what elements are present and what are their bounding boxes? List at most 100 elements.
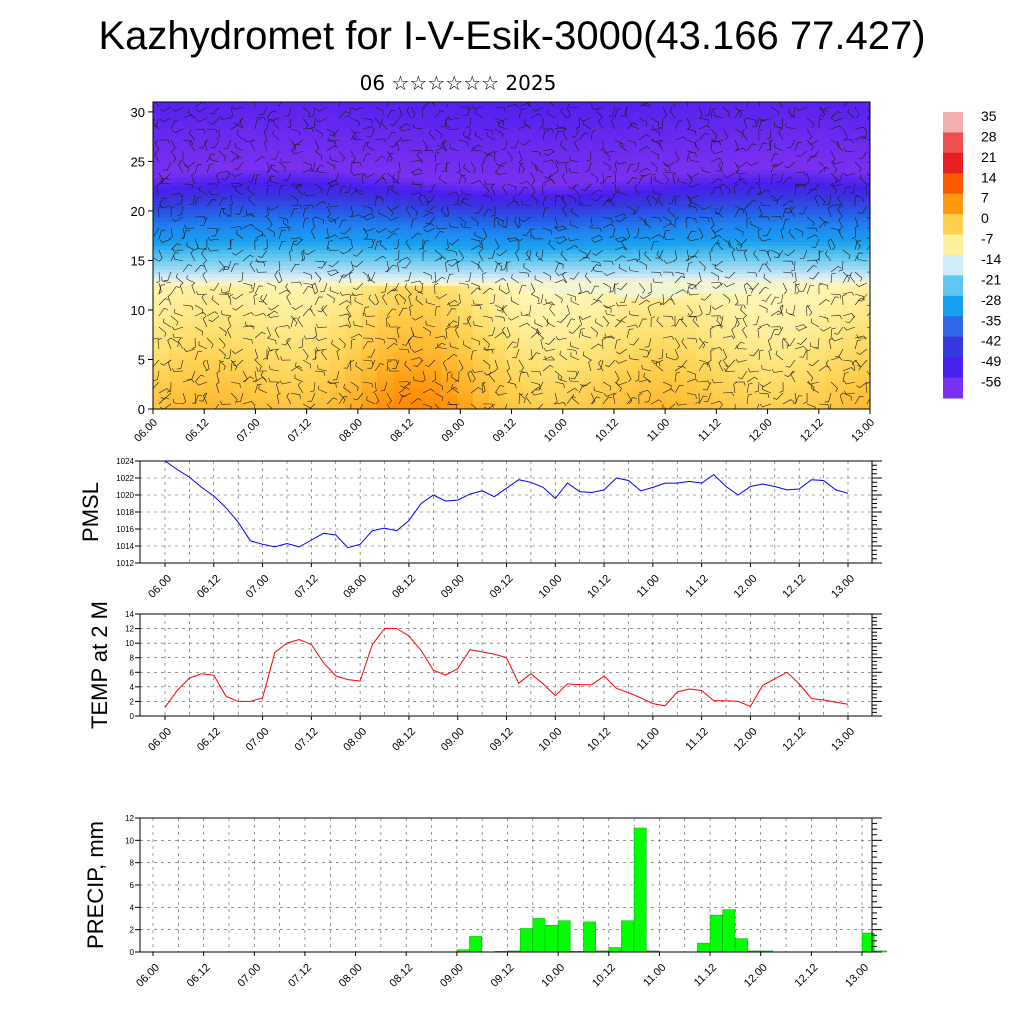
grid-lines (140, 817, 872, 953)
x-tick-label: 09.12 (491, 417, 519, 445)
x-tick-label: 06.12 (195, 573, 223, 601)
precip-bar (583, 921, 596, 953)
x-tick-label: 08.12 (388, 417, 416, 445)
x-tick-label: 06.00 (134, 962, 162, 990)
y-tick-label: 30 (131, 105, 145, 120)
x-tick-label: 13.00 (849, 417, 877, 445)
y-tick-label: 1022 (116, 474, 134, 483)
colorbar-label: 0 (981, 210, 989, 226)
precip-bar (722, 909, 736, 953)
colorbar-label: -28 (981, 292, 1001, 308)
x-tick-label: 08.00 (341, 726, 369, 754)
temp-2m-panel: 0 2 4 6 8 10 12 14 06.00 06.12 07.00 07.12 08.00 08.1… (87, 601, 882, 754)
x-tick-label: 09.00 (439, 417, 467, 445)
colorbar-label: -7 (981, 231, 994, 247)
x-tick-label: 07.00 (235, 962, 263, 990)
x-tick-label: 10.00 (536, 726, 564, 754)
colorbar-label: -21 (981, 271, 1001, 287)
x-tick-label: 11.00 (641, 962, 668, 989)
x-tick-label: 12.12 (780, 573, 808, 601)
precip-panel: 0 2 4 6 8 10 12 06.00 06.12 07.00 07.12 08.00 08.12 0… (83, 814, 888, 990)
x-tick-label: 06.12 (185, 962, 213, 990)
y-tick-label: 10 (125, 639, 134, 648)
colorbar-swatch (943, 132, 963, 154)
x-tick-label: 10.12 (585, 726, 613, 754)
colorbar-label: -49 (981, 353, 1001, 369)
colorbar-swatch (943, 336, 963, 358)
precip-bar (697, 942, 710, 953)
x-tick-label: 07.12 (293, 726, 321, 754)
colorbar-swatch (943, 357, 963, 379)
x-tick-label: 12.00 (732, 573, 760, 601)
colorbar-label: 28 (981, 128, 997, 144)
y-tick-label: 0 (138, 402, 145, 417)
x-tick-label: 10.12 (585, 573, 613, 601)
x-tick-label: 09.00 (439, 573, 467, 601)
y-tick-label: 0 (130, 948, 135, 957)
y-tick-label: 8 (130, 654, 135, 663)
x-tick-label: 10.12 (593, 417, 621, 445)
y-axis-label: PMSL (78, 482, 103, 542)
colorbar-swatch (943, 275, 963, 297)
series-line (164, 628, 849, 708)
colorbar-swatch (943, 377, 963, 399)
y-tick-label: 1014 (116, 542, 134, 551)
x-tick-label: 06.00 (146, 726, 174, 754)
x-tick-label: 07.00 (235, 417, 263, 445)
precip-bar (608, 947, 622, 953)
colorbar-label: -35 (981, 312, 1001, 328)
precip-bar (709, 914, 723, 953)
x-tick-label: 09.00 (439, 726, 467, 754)
colorbar-swatch (943, 234, 963, 256)
y-tick-label: 10 (131, 303, 145, 318)
precip-bar (633, 827, 647, 953)
x-tick-label: 11.12 (683, 726, 710, 753)
x-tick-label: 12.12 (780, 726, 808, 754)
x-tick-label: 13.00 (843, 962, 871, 990)
chart-subtitle: 06 ☆☆☆☆☆☆ 2025 (359, 71, 557, 95)
panel-frame (139, 613, 873, 717)
x-tick-label: 06.00 (132, 417, 160, 445)
y-tick-label: 1024 (116, 457, 134, 466)
pmsl-panel: 1012 1014 1016 1018 1020 1022 1024 06.00 06.12 07… (78, 457, 882, 601)
x-tick-label: 08.00 (337, 417, 365, 445)
x-tick-label: 11.12 (683, 573, 710, 600)
colorbar-swatch (943, 193, 963, 215)
colorbar-swatch (943, 316, 963, 338)
y-tick-label: 12 (125, 814, 134, 823)
temperature-field (153, 102, 870, 409)
y-axis-label: TEMP at 2 M (87, 601, 112, 729)
x-tick-label: 08.00 (341, 573, 369, 601)
x-tick-label: 13.00 (829, 573, 857, 601)
y-tick-label: 12 (125, 625, 134, 634)
x-tick-label: 11.12 (696, 417, 723, 444)
x-tick-label: 07.12 (293, 573, 321, 601)
y-tick-label: 2 (130, 926, 135, 935)
x-tick-label: 11.00 (635, 726, 662, 753)
x-tick-label: 12.00 (747, 417, 775, 445)
colorbar-label: -14 (981, 251, 1001, 267)
y-axis-label: PRECIP, mm (83, 821, 108, 949)
colorbar-label: 14 (981, 169, 997, 185)
y-tick-label: 5 (138, 352, 145, 367)
x-tick-label: 10.00 (536, 573, 564, 601)
y-tick-label: 4 (130, 903, 135, 912)
x-tick-label: 12.00 (732, 726, 760, 754)
colorbar-swatch (943, 295, 963, 317)
x-tick-label: 09.12 (488, 726, 516, 754)
x-tick-label: 09.12 (489, 962, 517, 990)
x-tick-label: 06.12 (195, 726, 223, 754)
y-tick-label: 2 (130, 697, 135, 706)
y-tick-label: 1018 (116, 508, 134, 517)
y-tick-label: 14 (125, 610, 134, 619)
x-tick-label: 10.12 (590, 962, 618, 990)
y-tick-label: 10 (125, 836, 134, 845)
series-line (164, 460, 849, 549)
y-tick-label: 4 (130, 683, 135, 692)
temperature-wind-panel: 0 5 10 15 20 25 30 06.00 06.12 07.00 07.12 08.00 08.… (131, 101, 877, 445)
colorbar-swatch (943, 214, 963, 236)
x-tick-label: 09.12 (488, 573, 516, 601)
colorbar-label: -56 (981, 374, 1001, 390)
x-tick-label: 11.12 (692, 962, 719, 989)
